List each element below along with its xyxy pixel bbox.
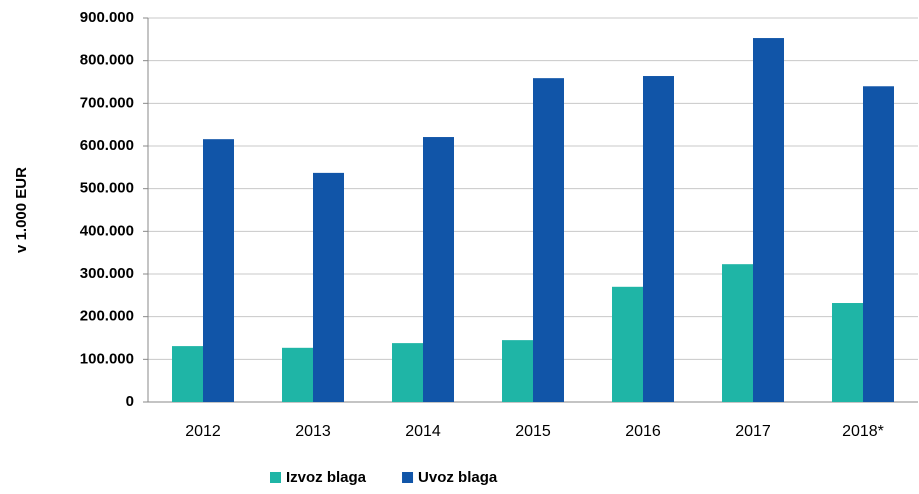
y-tick-label: 300.000 [80, 265, 134, 282]
x-tick-label: 2016 [625, 423, 661, 440]
bar [533, 78, 564, 402]
y-tick-label: 800.000 [80, 52, 134, 69]
bar [282, 347, 313, 402]
x-tick-label: 2018* [842, 423, 884, 440]
bar [722, 264, 753, 402]
x-tick-label: 2012 [185, 423, 221, 440]
bar [502, 340, 533, 402]
bar [612, 286, 643, 402]
y-tick-label: 900.000 [80, 9, 134, 26]
x-tick-label: 2014 [405, 423, 441, 440]
y-tick-label: 400.000 [80, 222, 134, 239]
bar [643, 76, 674, 402]
bar [203, 139, 234, 402]
x-tick-label: 2015 [515, 423, 551, 440]
x-tick-label: 2013 [295, 423, 331, 440]
bar [392, 343, 423, 402]
y-tick-label: 100.000 [80, 350, 134, 367]
y-tick-label: 500.000 [80, 180, 134, 197]
x-tick-label: 2017 [735, 423, 771, 440]
legend-swatch [270, 472, 281, 483]
y-tick-label: 200.000 [80, 308, 134, 325]
bar [423, 137, 454, 403]
bar [172, 346, 203, 402]
bar [863, 86, 894, 403]
y-axis-label: v 1.000 EUR [13, 167, 30, 253]
bar [753, 38, 784, 402]
legend-label: Uvoz blaga [418, 469, 498, 486]
legend-label: Izvoz blaga [286, 469, 367, 486]
legend-swatch [402, 472, 414, 483]
bar [313, 172, 344, 402]
y-tick-label: 0 [126, 393, 134, 410]
bar [832, 303, 863, 402]
y-tick-label: 600.000 [80, 137, 134, 154]
y-tick-label: 700.000 [80, 94, 134, 111]
